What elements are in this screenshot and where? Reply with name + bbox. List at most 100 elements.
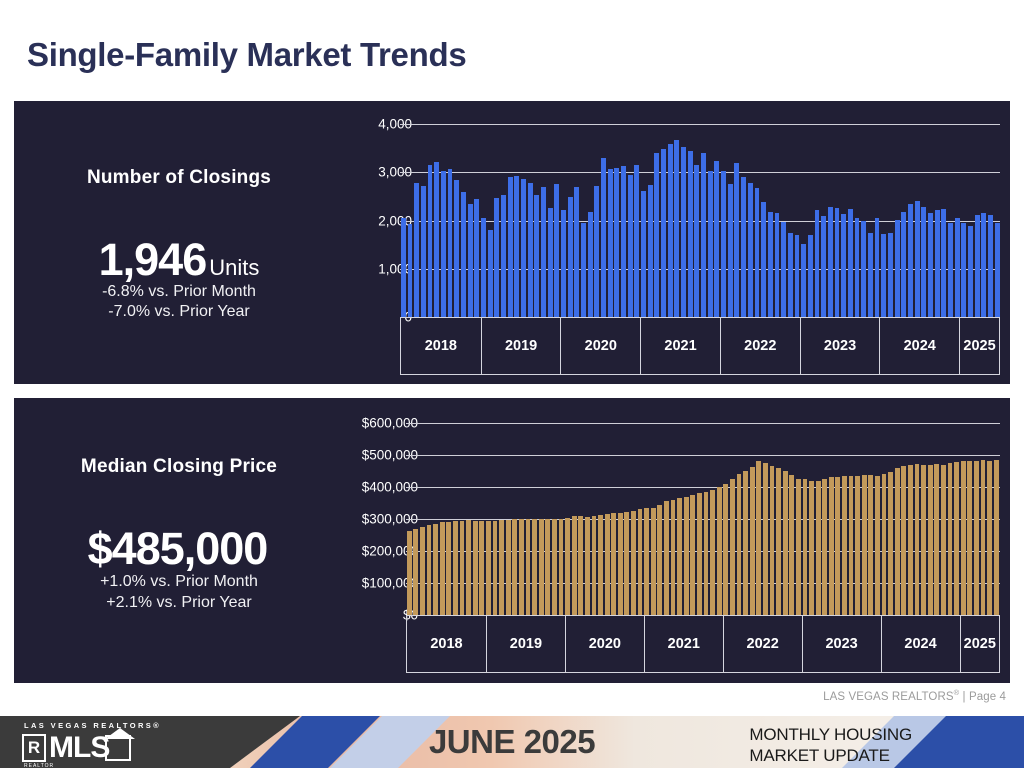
bar — [736, 474, 742, 615]
bar — [547, 208, 553, 317]
bar — [467, 204, 473, 317]
footer-note-pre: LAS VEGAS REALTORS — [823, 690, 954, 703]
bar — [534, 194, 540, 317]
mls-logo-text: MLS — [49, 730, 110, 764]
bar — [440, 170, 446, 317]
x-axis-year-label: 2023 — [799, 318, 880, 374]
y-tick-label: $100,000 — [361, 575, 418, 591]
bar — [714, 160, 720, 317]
y-tick-label: $500,000 — [361, 447, 418, 463]
kpi-title-closings: Number of Closings — [86, 167, 272, 188]
chart-price: $0$100,000$200,000$300,000$400,000$500,0… — [344, 398, 1010, 683]
bar — [716, 487, 722, 615]
bar — [769, 466, 775, 615]
bar — [446, 521, 452, 615]
gridline — [400, 172, 1000, 174]
y-tick-label: $300,000 — [361, 511, 418, 527]
panel-median-closing-price: Median Closing Price $485,000 +1.0% vs. … — [14, 398, 1010, 683]
bar — [413, 528, 419, 615]
x-axis-year-label: 2020 — [560, 318, 640, 374]
bar — [861, 475, 867, 615]
bar — [762, 463, 768, 615]
plot-area-price: 2018 2019 2020 2021 2022 2023 2024 2025 — [406, 398, 1000, 683]
footer-month-title: JUNE 2025 — [428, 723, 596, 760]
bar — [617, 512, 623, 615]
bar — [644, 508, 650, 615]
bar — [841, 214, 847, 317]
bar — [947, 223, 953, 317]
mls-logo: LAS VEGAS REALTORS® R MLS REALTOR — [22, 722, 161, 768]
bar — [561, 209, 566, 317]
x-axis-year-label: 2019 — [485, 616, 565, 672]
x-axis-year-label: 2025 — [959, 616, 999, 672]
kpi-block-price: Median Closing Price $485,000 +1.0% vs. … — [14, 398, 344, 683]
bar — [499, 519, 505, 615]
bar — [743, 471, 748, 615]
bar — [934, 210, 940, 317]
bar — [532, 519, 537, 615]
bar — [687, 150, 693, 317]
bar — [574, 186, 580, 317]
bar — [741, 177, 747, 317]
bar — [701, 152, 707, 317]
bar — [587, 212, 593, 317]
bar — [809, 480, 814, 615]
bar — [545, 519, 551, 615]
kpi-change-year-price: +2.1% vs. Prior Year — [106, 594, 252, 611]
kpi-value-price: $485,000 — [87, 523, 269, 574]
x-axis-year-label: 2018 — [424, 338, 457, 354]
bar — [681, 147, 686, 317]
bar — [447, 169, 453, 317]
bar — [754, 187, 760, 317]
bar — [601, 158, 606, 317]
bar — [814, 209, 820, 317]
bar — [921, 207, 927, 317]
bar — [507, 176, 513, 317]
x-axis-year-label: 2019 — [480, 318, 561, 374]
bar — [914, 200, 920, 317]
bar — [453, 520, 458, 615]
kpi-change-month-closings: -6.8% vs. Prior Month — [102, 283, 256, 300]
kpi-value-row-closings: 1,946 Units — [14, 234, 344, 286]
page-title: Single-Family Market Trends — [27, 36, 467, 73]
bar — [874, 217, 880, 317]
footer-note-registered: ® — [953, 688, 960, 697]
y-tick-label: 4,000 — [378, 116, 412, 132]
house-icon — [105, 727, 136, 761]
bar — [527, 182, 533, 317]
kpi-unit-closings: Units — [209, 255, 260, 280]
bar — [894, 220, 900, 317]
bar — [565, 518, 570, 615]
bar — [794, 234, 800, 317]
bar — [807, 234, 813, 317]
bar — [887, 233, 893, 317]
bar — [901, 212, 907, 317]
bar — [707, 171, 713, 317]
bar — [454, 180, 460, 317]
bar — [677, 498, 683, 615]
bar — [567, 197, 573, 317]
bar — [847, 208, 853, 317]
bar — [854, 217, 860, 317]
bar — [921, 464, 927, 615]
bar — [427, 165, 433, 317]
bar — [433, 523, 439, 615]
bar — [614, 167, 620, 317]
bar — [584, 516, 590, 615]
kpi-value-closings: 1,946 — [98, 234, 208, 285]
bar — [541, 186, 546, 317]
bar — [974, 214, 980, 317]
bar — [781, 222, 787, 317]
bar — [801, 243, 807, 317]
bar — [927, 464, 933, 615]
kpi-change-year-closings: -7.0% vs. Prior Year — [108, 303, 250, 320]
bar — [848, 475, 854, 615]
realtor-r-icon: R — [22, 733, 46, 762]
bar — [815, 480, 821, 615]
bar — [627, 174, 633, 317]
footer-tagline-line2: MARKET UPDATE — [749, 746, 890, 766]
bar — [756, 461, 762, 615]
bar — [500, 194, 506, 317]
kpi-value-row-price: $485,000 — [14, 523, 344, 575]
